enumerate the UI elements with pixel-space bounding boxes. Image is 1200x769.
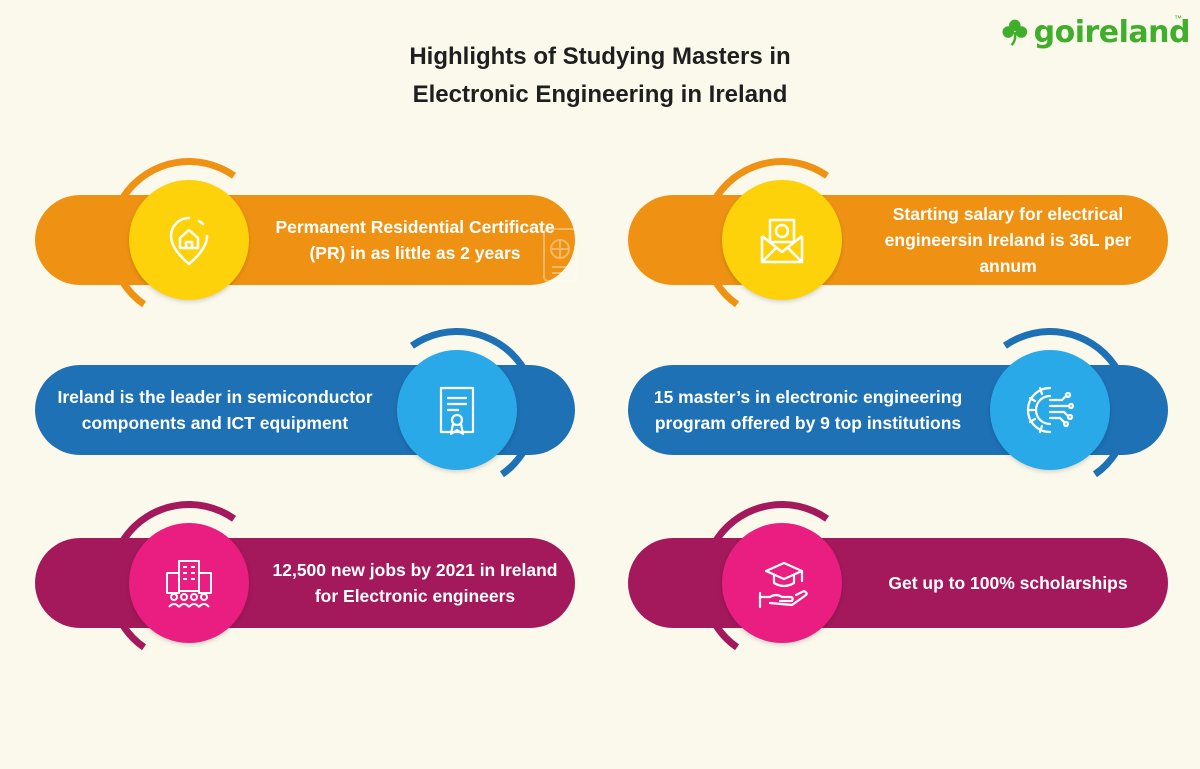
card-icon-circle — [990, 350, 1110, 470]
highlight-card-salary: Starting salary for electrical engineers… — [628, 145, 1188, 335]
card-pill — [35, 538, 575, 628]
card-icon-circle — [722, 523, 842, 643]
card-text: 15 master’s in electronic engineering pr… — [653, 387, 963, 433]
highlight-card-jobs: 12,500 new jobs by 2021 in Ireland for E… — [35, 488, 595, 678]
graduation-cap-hand-icon — [758, 561, 808, 609]
card-pill — [628, 538, 1168, 628]
card-icon-circle — [129, 523, 249, 643]
page-title: Highlights of Studying Masters in Electr… — [300, 38, 900, 114]
card-text: Starting salary for electrical engineers… — [884, 204, 1132, 276]
certificate-icon — [439, 386, 475, 436]
goireland-logo: goireland ™ — [1000, 12, 1191, 52]
card-text: Ireland is the leader in semiconductor c… — [57, 387, 373, 433]
title-line-2: Electronic Engineering in Ireland — [412, 81, 788, 108]
logo-trademark: ™ — [1174, 14, 1182, 23]
highlight-card-pr: Permanent Residential Certificate (PR) i… — [35, 145, 595, 335]
highlight-card-semiconductor: Ireland is the leader in semiconductor c… — [35, 315, 595, 505]
money-envelope-icon — [760, 218, 804, 264]
shamrock-icon — [1002, 19, 1028, 47]
card-icon-circle — [129, 180, 249, 300]
home-location-icon — [169, 216, 209, 266]
logo-text: goireland — [1033, 14, 1191, 50]
highlight-card-scholarships: Get up to 100% scholarships — [628, 488, 1188, 678]
passport-icon — [543, 228, 577, 282]
card-text: Permanent Residential Certificate (PR) i… — [275, 217, 555, 263]
card-text: 12,500 new jobs by 2021 in Ireland for E… — [272, 560, 558, 606]
highlight-card-programs: 15 master’s in electronic engineering pr… — [628, 315, 1188, 505]
title-line-1: Highlights of Studying Masters in — [409, 43, 791, 70]
office-building-people-icon — [166, 560, 212, 608]
card-icon-circle — [397, 350, 517, 470]
card-pill — [35, 195, 575, 285]
gear-circuit-icon — [1026, 386, 1075, 434]
card-icon-circle — [722, 180, 842, 300]
card-text: Get up to 100% scholarships — [888, 573, 1128, 593]
card-pill — [628, 195, 1168, 285]
